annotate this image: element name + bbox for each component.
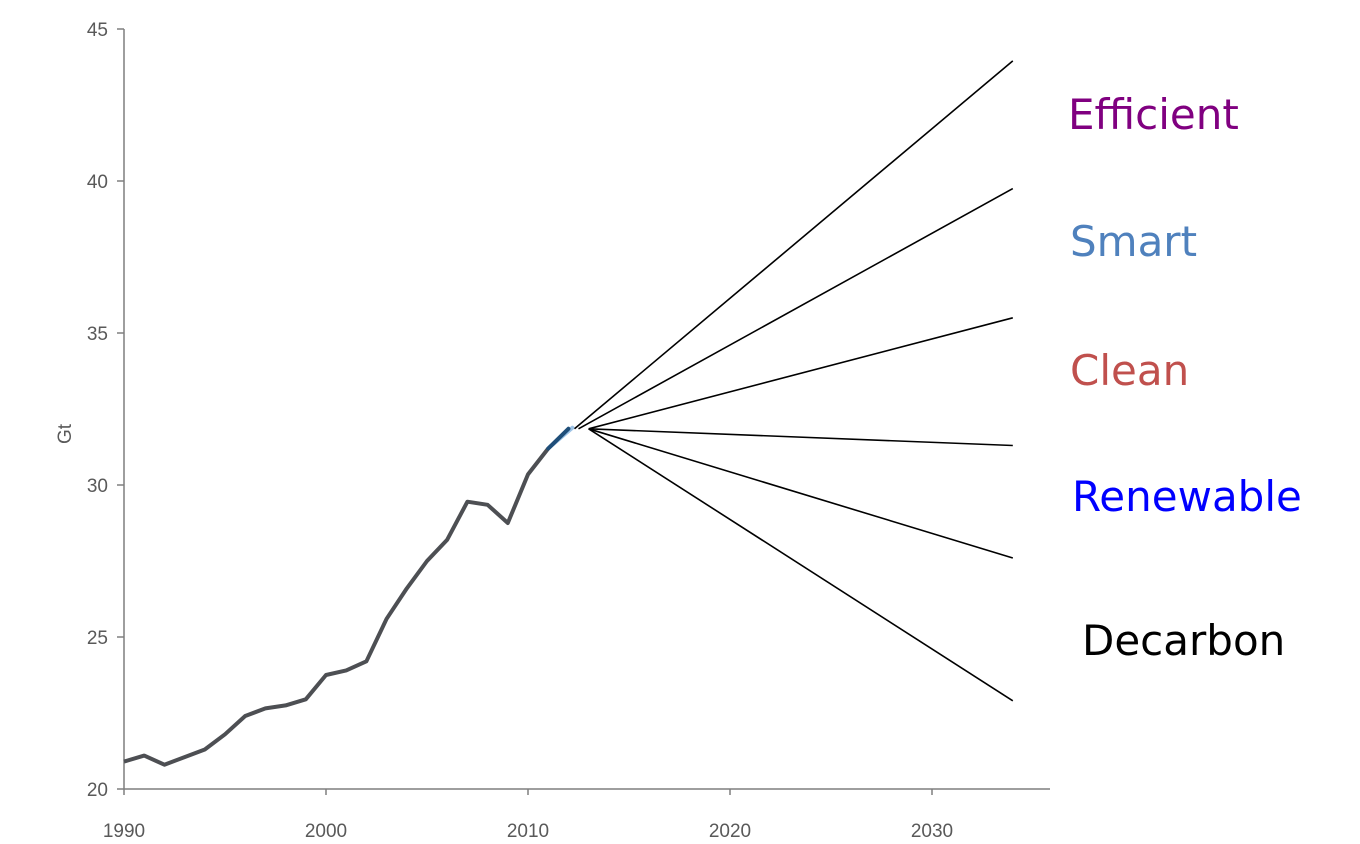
scenario-label: Smart <box>1070 217 1197 266</box>
scenario-line <box>588 428 1013 447</box>
scenario-label: Efficient <box>1068 90 1239 139</box>
scenario-line <box>588 428 1014 702</box>
y-tick-label: 45 <box>87 20 108 41</box>
scenario-labels: Efficient Smart Clean Renewable Decarbon <box>1068 90 1302 665</box>
y-tick-label: 20 <box>87 780 108 801</box>
y-tick-label: 30 <box>87 476 108 497</box>
scenario-label: Renewable <box>1072 472 1302 521</box>
y-tick-label: 35 <box>87 324 108 345</box>
y-tick-label: 25 <box>87 628 108 649</box>
scenario-line <box>588 428 1014 559</box>
scenario-line <box>578 187 1014 430</box>
y-axis-title: Gt <box>55 423 76 444</box>
x-tick-label: 2010 <box>507 821 549 842</box>
ticks: 20 25 30 35 40 45 1990 2000 2010 2020 2030 <box>87 20 953 842</box>
x-tick-label: 2000 <box>305 821 347 842</box>
x-tick-label: 1990 <box>103 821 145 842</box>
scenario-line <box>588 317 1014 430</box>
series <box>123 60 1014 767</box>
historical-emissions-line <box>123 447 550 767</box>
scenario-line <box>573 60 1014 430</box>
y-tick-label: 40 <box>87 172 108 193</box>
x-tick-label: 2030 <box>911 821 953 842</box>
x-tick-label: 2020 <box>709 821 751 842</box>
scenario-label: Decarbon <box>1082 616 1285 665</box>
bridge-line <box>546 426 571 451</box>
axes <box>123 29 1050 790</box>
scenario-label: Clean <box>1070 346 1189 395</box>
